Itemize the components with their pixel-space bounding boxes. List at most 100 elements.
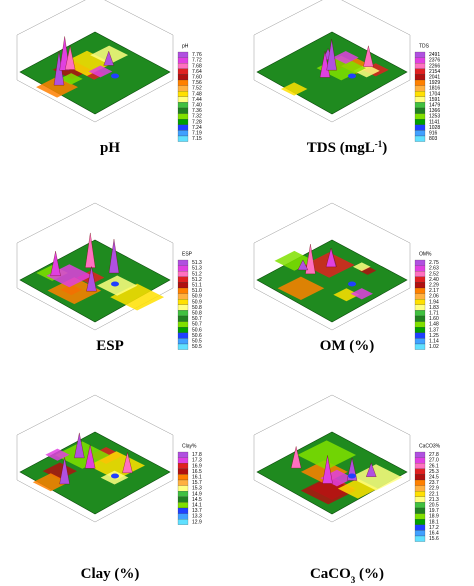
legend-label: 51.3 [192,260,202,266]
plot-frame [16,394,174,523]
legend-title: Clay% [182,443,197,449]
surface-peak [74,432,85,459]
legend-swatch [177,299,189,305]
legend-swatch [177,287,189,294]
legend-label: 50.8 [192,311,202,317]
legend-swatch [177,102,189,109]
legend-swatch [414,91,426,97]
legend-label: 2376 [429,58,440,64]
legend-swatch [414,130,426,137]
legend-label: 17.8 [192,452,202,458]
legend-swatch [414,282,426,289]
legend-label: 7.24 [192,125,202,131]
surface-peak [59,457,70,485]
legend-label: 18.1 [429,519,439,525]
legend-label: 2.75 [429,260,439,266]
legend-label: 50.8 [192,305,202,311]
surface-plot [16,0,174,123]
legend-swatch [177,491,189,497]
legend-label: 26.1 [429,463,439,469]
legend-title: ESP [182,251,193,257]
legend-swatch [414,135,426,142]
surface-pit [111,473,119,479]
surface-patch [88,65,113,78]
legend-swatch [414,299,426,305]
legend-title: OM% [419,251,432,257]
caption-part: OM (%) [320,338,375,354]
legend-swatch [414,310,426,317]
surface-pit [348,73,356,79]
legend-swatch [414,304,426,311]
legend-swatch [414,507,426,514]
legend-swatch [414,259,426,266]
plot-frame [16,202,174,331]
surface-pit [111,281,119,287]
surface-peak [297,259,309,271]
legend-swatch [414,63,426,69]
legend-swatch [177,96,189,103]
legend-label: 7.56 [192,80,202,86]
legend-label: 50.6 [192,333,202,339]
caption: TDS (mgL-1) [307,139,387,156]
legend-swatch [177,63,189,69]
legend-swatch [414,68,426,75]
legend-label: 27.8 [429,452,439,458]
legend-label: 1366 [429,108,440,114]
legend-label: 27.0 [429,458,439,464]
legend-swatch [414,479,426,486]
legend-swatch [414,491,426,497]
legend-label: 16.9 [192,463,202,469]
surface-peak [103,50,114,66]
legend-label: 16.5 [192,469,202,475]
legend-label: 7.68 [192,63,202,69]
legend-swatch [414,276,426,283]
legend-label: 7.19 [192,131,202,137]
legend-label: 2.29 [429,283,439,289]
legend-swatch [414,468,426,475]
legend-label: 1.25 [429,333,439,339]
legend-label: 7.64 [192,69,202,75]
surface-patch [32,473,69,492]
legend-label: 19.7 [429,508,439,514]
surface-peak [50,251,61,276]
surface-patch [300,460,348,484]
legend-label: 2266 [429,63,440,69]
surface-patch [320,469,354,487]
legend-label: 2491 [429,52,440,58]
legend-swatch [177,68,189,75]
legend-label: 20.5 [429,503,439,509]
legend-label: 15.7 [192,480,202,486]
legend-label: 7.15 [192,136,202,142]
caption-part: (%) [355,566,384,582]
legend-label: 7.60 [192,75,202,81]
legend-swatch [177,259,189,266]
legend-swatch [414,463,426,469]
legend-title: CaCO3% [419,443,441,449]
legend-swatch [414,338,426,345]
legend-title: TDS [419,43,430,49]
surface-patch [333,288,360,302]
legend-swatch [414,119,426,125]
legend-swatch [177,321,189,328]
legend-label: 7.40 [192,103,202,109]
legend-swatch [177,57,189,64]
legend-label: 24.5 [429,475,439,481]
legend-swatch [414,79,426,86]
legend-label: 1.60 [429,316,439,322]
legend-swatch [414,102,426,109]
legend-label: 7.44 [192,97,202,103]
legend-label: 2.63 [429,266,439,272]
legend-label: 7.52 [192,86,202,92]
surface-peak [363,45,374,67]
legend-swatch [414,107,426,114]
legend-label: 51.2 [192,277,202,283]
legend-swatch [177,332,189,339]
surface-pit [348,281,356,287]
legend-swatch [414,287,426,294]
legend-label: 25.3 [429,469,439,475]
surface-peak [84,444,96,469]
caption-part: pH [100,140,120,156]
legend-swatch [414,265,426,272]
plot-frame [253,202,411,331]
